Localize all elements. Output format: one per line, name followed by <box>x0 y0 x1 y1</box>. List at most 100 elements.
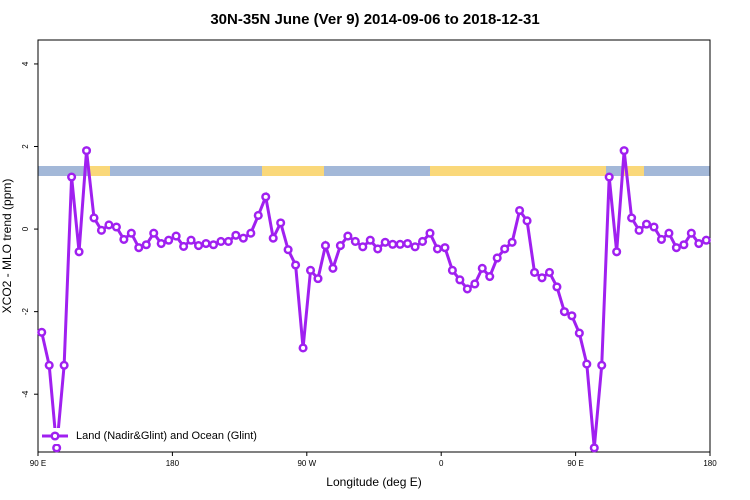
y-tick-label: 4 <box>21 61 30 66</box>
data-point <box>67 172 77 182</box>
data-point <box>305 265 316 275</box>
data-point <box>276 218 286 228</box>
x-tick-label: 180 <box>703 459 717 468</box>
data-point <box>231 230 241 240</box>
data-point <box>388 239 398 249</box>
data-point <box>679 240 689 250</box>
data-point <box>432 244 443 254</box>
data-point <box>164 235 174 245</box>
data-point <box>395 239 405 249</box>
data-point <box>171 231 181 241</box>
y-tick-label: -4 <box>21 390 30 398</box>
legend-label: Land (Nadir&Glint) and Ocean (Glint) <box>76 430 257 442</box>
data-point <box>111 222 121 232</box>
data-point <box>89 213 99 223</box>
data-point <box>634 225 644 235</box>
data-point <box>417 236 428 247</box>
data-point <box>470 279 480 289</box>
data-point <box>492 253 502 263</box>
data-point <box>440 243 450 253</box>
y-tick-label: 0 <box>21 226 30 231</box>
plot-frame <box>37 39 711 453</box>
x-tick-label: 0 <box>439 459 444 468</box>
data-point <box>604 172 614 182</box>
data-point <box>567 311 577 321</box>
data-point <box>119 234 129 244</box>
data-point <box>627 213 637 223</box>
data-point <box>380 237 390 247</box>
data-point <box>179 241 189 251</box>
data-point <box>186 235 196 245</box>
data-point <box>477 263 487 273</box>
data-point <box>500 244 510 254</box>
data-point <box>425 228 435 238</box>
data-point <box>59 360 69 370</box>
data-point <box>358 242 368 252</box>
data-point <box>126 228 136 238</box>
data-point <box>701 235 711 245</box>
data-point <box>589 443 599 453</box>
data-point <box>350 236 360 247</box>
data-point <box>656 234 667 244</box>
data-point <box>246 228 256 238</box>
data-point <box>537 273 547 283</box>
x-tick-label: 90 W <box>297 459 316 468</box>
data-point <box>193 241 204 251</box>
data-point <box>559 307 569 317</box>
data-point <box>529 267 540 277</box>
data-point <box>96 225 107 235</box>
data-point <box>507 237 517 247</box>
data-point <box>81 146 92 156</box>
data-point <box>410 242 420 252</box>
data-point <box>447 265 457 275</box>
data-point <box>552 282 562 292</box>
data-point <box>134 243 144 253</box>
data-point <box>343 231 353 241</box>
data-point <box>313 274 323 284</box>
data-point <box>320 241 331 251</box>
data-point <box>619 146 629 156</box>
data-point <box>485 271 495 282</box>
data-point <box>462 284 472 294</box>
data-point <box>328 263 338 273</box>
data-point <box>291 260 301 270</box>
data-point <box>208 240 219 250</box>
data-point <box>156 238 166 249</box>
data-point <box>335 241 345 251</box>
data-point <box>582 359 592 369</box>
data-point <box>52 443 62 453</box>
legend-marker <box>50 431 60 441</box>
x-tick-label: 90 E <box>30 459 46 468</box>
data-point <box>664 228 674 238</box>
data-point <box>149 228 159 238</box>
data-point <box>515 205 525 216</box>
data-point <box>671 243 681 253</box>
series-line <box>40 150 707 449</box>
data-point <box>238 233 248 243</box>
data-point <box>298 343 308 353</box>
data-point <box>597 360 607 370</box>
data-point <box>261 192 271 202</box>
data-point <box>223 236 233 247</box>
data-point <box>201 238 211 249</box>
data-point <box>403 238 413 249</box>
data-point <box>74 247 84 257</box>
y-tick-label: 2 <box>21 144 30 149</box>
data-point <box>268 233 278 243</box>
data-point <box>373 244 383 254</box>
data-point <box>544 267 555 277</box>
data-point <box>522 216 532 226</box>
data-point <box>574 328 584 338</box>
data-point <box>649 222 659 232</box>
data-point <box>253 210 263 221</box>
data-point <box>104 220 114 230</box>
data-point <box>283 245 293 255</box>
data-point <box>216 236 226 247</box>
legend-background <box>40 428 290 444</box>
x-tick-label: 90 E <box>567 459 583 468</box>
data-point <box>686 228 696 238</box>
data-point <box>455 275 465 285</box>
data-point <box>365 235 375 245</box>
data-point <box>141 240 151 250</box>
